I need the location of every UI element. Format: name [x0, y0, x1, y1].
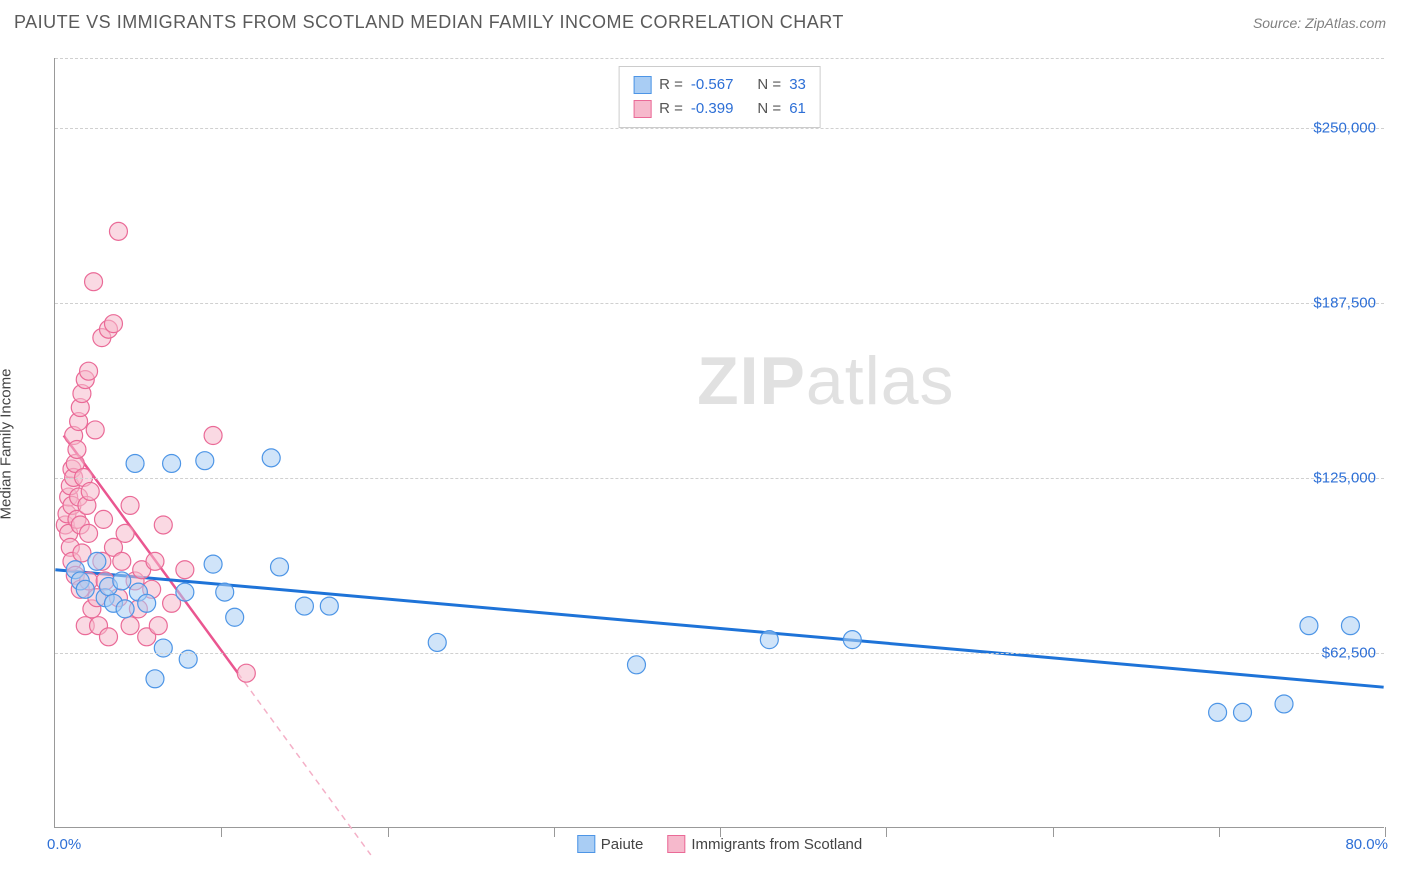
y-axis-label: Median Family Income — [0, 369, 15, 520]
chart-container: Median Family Income ZIPatlas R = -0.567… — [14, 44, 1392, 844]
x-tick — [1385, 827, 1386, 837]
n-value-paiute: 33 — [789, 73, 806, 97]
data-point — [68, 441, 86, 459]
data-point — [1275, 695, 1293, 713]
plot-area: ZIPatlas R = -0.567 N = 33 R = -0.399 N … — [54, 58, 1384, 828]
data-point — [237, 664, 255, 682]
legend-item-scotland: Immigrants from Scotland — [667, 835, 862, 853]
data-point — [271, 558, 289, 576]
data-point — [843, 631, 861, 649]
data-point — [95, 510, 113, 528]
data-point — [113, 572, 131, 590]
data-point — [116, 524, 134, 542]
data-point — [104, 315, 122, 333]
data-point — [204, 427, 222, 445]
x-tick — [388, 827, 389, 837]
data-point — [113, 552, 131, 570]
correlation-row-scotland: R = -0.399 N = 61 — [633, 97, 806, 121]
data-point — [1341, 617, 1359, 635]
data-point — [116, 600, 134, 618]
data-point — [121, 617, 139, 635]
data-point — [126, 454, 144, 472]
data-point — [262, 449, 280, 467]
x-axis-max-label: 80.0% — [1345, 836, 1388, 853]
swatch-scotland — [667, 835, 685, 853]
x-tick — [554, 827, 555, 837]
data-point — [627, 656, 645, 674]
data-point — [428, 633, 446, 651]
gridline-horizontal — [55, 128, 1384, 129]
correlation-legend: R = -0.567 N = 33 R = -0.399 N = 61 — [618, 66, 821, 128]
data-point — [1234, 703, 1252, 721]
gridline-horizontal — [55, 303, 1384, 304]
r-label: R = — [659, 97, 683, 121]
data-point — [760, 631, 778, 649]
data-point — [320, 597, 338, 615]
data-point — [76, 580, 94, 598]
r-label: R = — [659, 73, 683, 97]
gridline-horizontal — [55, 653, 1384, 654]
data-point — [154, 639, 172, 657]
legend-item-paiute: Paiute — [577, 835, 644, 853]
data-point — [176, 583, 194, 601]
data-point — [176, 561, 194, 579]
y-tick-label: $250,000 — [1313, 120, 1376, 137]
n-label: N = — [757, 73, 781, 97]
gridline-horizontal — [55, 58, 1384, 59]
data-point — [295, 597, 313, 615]
data-point — [1300, 617, 1318, 635]
scatter-points-layer — [55, 58, 1384, 827]
data-point — [146, 670, 164, 688]
data-point — [226, 608, 244, 626]
x-axis-min-label: 0.0% — [47, 836, 81, 853]
data-point — [146, 552, 164, 570]
data-point — [80, 362, 98, 380]
data-point — [196, 452, 214, 470]
r-value-scotland: -0.399 — [691, 97, 734, 121]
data-point — [88, 552, 106, 570]
data-point — [81, 482, 99, 500]
r-value-paiute: -0.567 — [691, 73, 734, 97]
data-point — [80, 524, 98, 542]
swatch-scotland — [633, 100, 651, 118]
data-point — [138, 594, 156, 612]
swatch-paiute — [577, 835, 595, 853]
data-point — [109, 222, 127, 240]
n-label: N = — [757, 97, 781, 121]
x-tick — [1053, 827, 1054, 837]
y-tick-label: $125,000 — [1313, 470, 1376, 487]
y-tick-label: $62,500 — [1322, 645, 1376, 662]
swatch-paiute — [633, 76, 651, 94]
chart-source: Source: ZipAtlas.com — [1253, 15, 1386, 31]
legend-label-scotland: Immigrants from Scotland — [691, 836, 862, 853]
x-tick — [1219, 827, 1220, 837]
data-point — [1209, 703, 1227, 721]
data-point — [204, 555, 222, 573]
data-point — [121, 496, 139, 514]
x-tick — [221, 827, 222, 837]
data-point — [154, 516, 172, 534]
correlation-row-paiute: R = -0.567 N = 33 — [633, 73, 806, 97]
legend-label-paiute: Paiute — [601, 836, 644, 853]
gridline-horizontal — [55, 478, 1384, 479]
n-value-scotland: 61 — [789, 97, 806, 121]
data-point — [216, 583, 234, 601]
data-point — [149, 617, 167, 635]
x-tick — [720, 827, 721, 837]
data-point — [100, 628, 118, 646]
series-legend: Paiute Immigrants from Scotland — [577, 835, 862, 853]
data-point — [86, 421, 104, 439]
data-point — [85, 273, 103, 291]
chart-title: PAIUTE VS IMMIGRANTS FROM SCOTLAND MEDIA… — [14, 12, 844, 33]
data-point — [163, 454, 181, 472]
x-tick — [886, 827, 887, 837]
y-tick-label: $187,500 — [1313, 295, 1376, 312]
